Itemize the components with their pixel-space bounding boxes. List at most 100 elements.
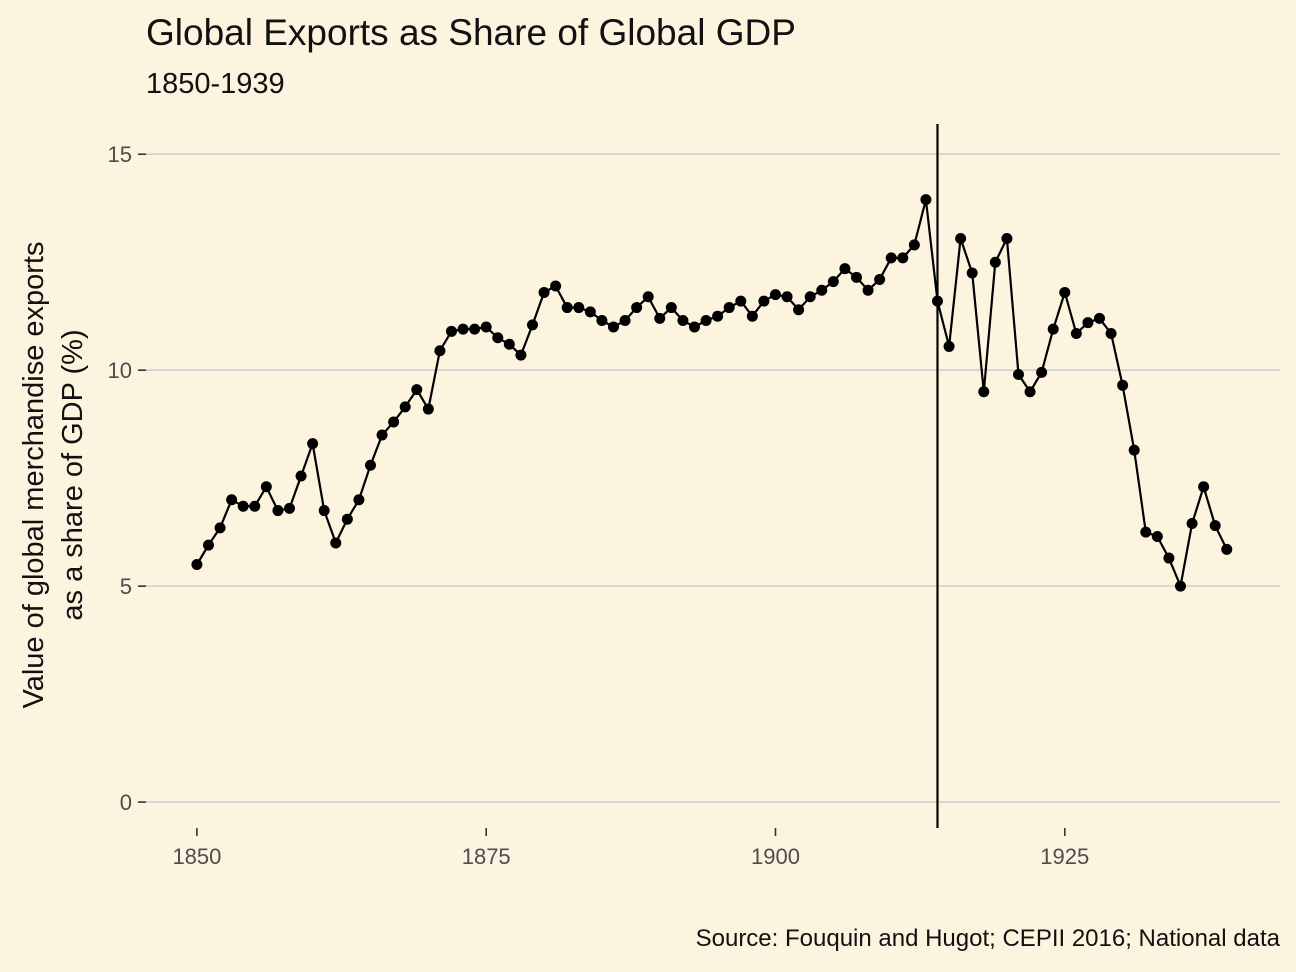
data-point-1923 xyxy=(1036,366,1048,378)
data-point-1881 xyxy=(550,280,562,292)
data-point-1934 xyxy=(1163,552,1175,564)
data-point-1888 xyxy=(631,302,643,314)
data-point-1880 xyxy=(538,286,550,298)
data-point-1886 xyxy=(607,321,619,333)
data-point-1905 xyxy=(827,276,839,288)
x-axis: 1850 1875 1900 1925 xyxy=(172,828,1089,869)
data-point-1896 xyxy=(723,302,735,314)
data-point-1856 xyxy=(260,481,272,493)
data-point-1869 xyxy=(411,384,423,396)
data-point-1897 xyxy=(735,295,747,307)
y-axis-label-line-1: Value of global merchandise exports xyxy=(18,242,50,709)
data-point-1860 xyxy=(307,438,319,450)
data-point-1885 xyxy=(596,315,608,327)
data-point-1852 xyxy=(214,522,226,534)
data-point-1855 xyxy=(249,500,261,512)
data-point-1857 xyxy=(272,505,284,517)
data-point-1854 xyxy=(237,500,249,512)
data-point-1900 xyxy=(769,289,781,301)
data-point-1916 xyxy=(955,232,967,244)
data-point-1936 xyxy=(1186,518,1198,530)
data-point-1908 xyxy=(862,284,874,296)
y-tick-label-15: 15 xyxy=(108,142,132,167)
data-point-1895 xyxy=(712,310,724,322)
data-point-1890 xyxy=(654,312,666,324)
y-tick-label-10: 10 xyxy=(108,358,132,383)
data-point-1919 xyxy=(989,256,1001,268)
data-point-1910 xyxy=(885,252,897,264)
data-point-1921 xyxy=(1012,369,1024,381)
data-point-1924 xyxy=(1047,323,1059,335)
data-point-1903 xyxy=(804,291,816,303)
data-point-1911 xyxy=(897,252,909,264)
data-point-1873 xyxy=(457,323,469,335)
data-point-1927 xyxy=(1082,317,1094,329)
data-point-1909 xyxy=(874,273,886,285)
data-point-1850 xyxy=(191,559,203,571)
data-point-1904 xyxy=(816,284,828,296)
data-point-1871 xyxy=(434,345,446,357)
data-point-1933 xyxy=(1151,530,1163,542)
gridlines xyxy=(146,153,1280,803)
y-axis-label-line-2: as a share of GDP (%) xyxy=(57,329,89,620)
data-point-1917 xyxy=(966,267,978,279)
data-point-1878 xyxy=(515,349,527,361)
data-point-1891 xyxy=(665,302,677,314)
data-point-1938 xyxy=(1209,520,1221,532)
y-tick-label-5: 5 xyxy=(120,574,132,599)
data-point-1894 xyxy=(700,315,712,327)
data-point-1912 xyxy=(908,239,920,251)
series-line xyxy=(195,198,1228,588)
chart-subtitle: 1850-1939 xyxy=(146,68,285,100)
data-point-1879 xyxy=(526,319,538,331)
data-point-1868 xyxy=(399,401,411,413)
data-point-1867 xyxy=(388,416,400,428)
data-point-1928 xyxy=(1093,312,1105,324)
data-point-1926 xyxy=(1070,327,1082,339)
data-point-1937 xyxy=(1198,481,1210,493)
data-point-1907 xyxy=(850,271,862,283)
data-point-1889 xyxy=(642,291,654,303)
chart-caption: Source: Fouquin and Hugot; CEPII 2016; N… xyxy=(695,925,1280,952)
data-point-1898 xyxy=(746,310,758,322)
data-point-1893 xyxy=(688,321,700,333)
data-point-1922 xyxy=(1024,386,1036,398)
data-point-1899 xyxy=(758,295,770,307)
data-point-1866 xyxy=(376,429,388,441)
data-point-1865 xyxy=(364,459,376,471)
data-point-1863 xyxy=(341,513,353,525)
data-point-1872 xyxy=(445,325,457,337)
x-tick-label-1900: 1900 xyxy=(751,844,800,869)
data-point-1932 xyxy=(1140,526,1152,538)
data-point-1883 xyxy=(573,302,585,314)
data-point-1862 xyxy=(330,537,342,549)
data-point-1887 xyxy=(619,315,631,327)
data-point-1861 xyxy=(318,505,330,517)
data-point-1931 xyxy=(1128,444,1140,456)
data-point-1906 xyxy=(839,263,851,275)
data-point-1892 xyxy=(677,315,689,327)
data-point-1876 xyxy=(492,332,504,344)
data-point-1874 xyxy=(469,323,481,335)
data-point-1853 xyxy=(226,494,238,506)
data-point-1913 xyxy=(920,194,932,206)
data-point-1918 xyxy=(978,386,990,398)
x-tick-label-1850: 1850 xyxy=(172,844,221,869)
data-point-1939 xyxy=(1221,543,1233,555)
data-point-1884 xyxy=(584,306,596,318)
y-axis: 0 5 10 15 xyxy=(108,142,146,815)
data-point-1864 xyxy=(353,494,365,506)
data-point-1877 xyxy=(503,338,515,350)
data-point-1925 xyxy=(1059,286,1071,298)
data-point-1935 xyxy=(1174,580,1186,592)
data-point-1915 xyxy=(943,340,955,352)
data-point-1920 xyxy=(1001,232,1013,244)
data-point-1902 xyxy=(793,304,805,316)
x-tick-label-1875: 1875 xyxy=(462,844,511,869)
data-point-1870 xyxy=(422,403,434,415)
series-layer xyxy=(191,194,1233,592)
data-point-1851 xyxy=(202,539,214,551)
data-point-1929 xyxy=(1105,327,1117,339)
data-point-1858 xyxy=(283,502,295,514)
data-point-1901 xyxy=(781,291,793,303)
